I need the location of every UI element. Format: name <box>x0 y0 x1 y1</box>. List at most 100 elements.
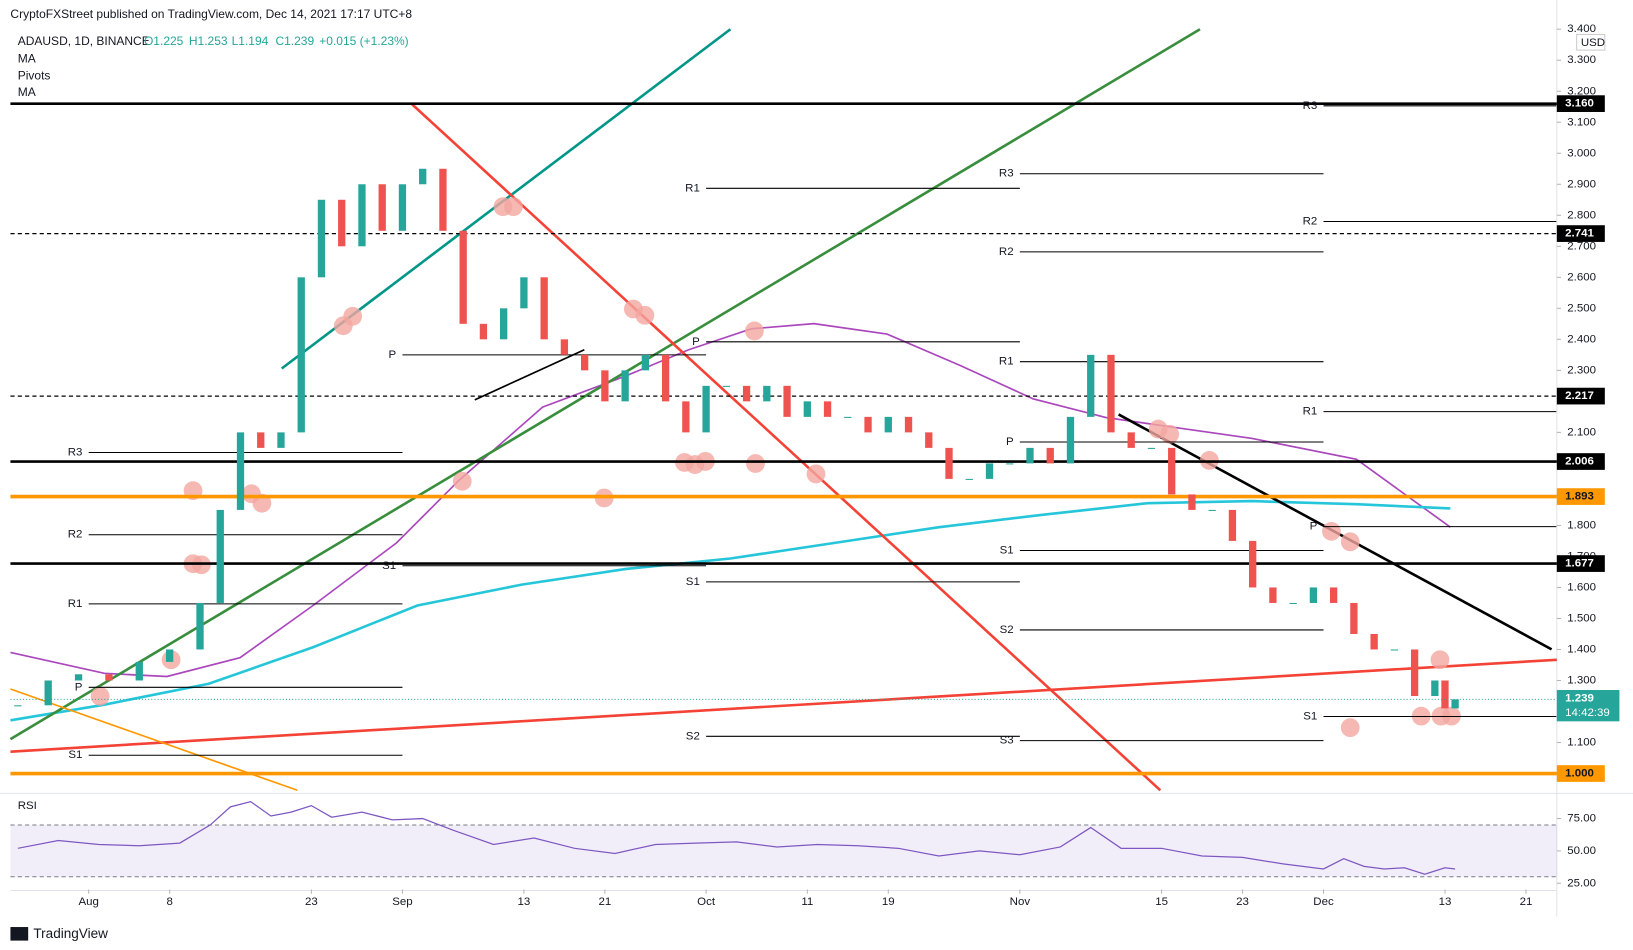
trend-line <box>10 658 1557 753</box>
candle <box>1066 416 1075 464</box>
candle <box>216 509 224 603</box>
price-tag-label: 1.677 <box>1565 558 1594 570</box>
y-tick-label: 2.300 <box>1567 364 1596 376</box>
price-tag <box>1556 488 1605 505</box>
price-tag <box>1556 555 1605 572</box>
pivot-label: R2 <box>68 529 83 541</box>
candle <box>965 478 973 480</box>
candle <box>1329 587 1338 603</box>
candle <box>1431 680 1439 696</box>
candle <box>945 447 953 479</box>
price-tag-label: 2.741 <box>1565 228 1594 240</box>
candle <box>904 416 913 433</box>
currency-box <box>1576 33 1606 51</box>
pivot-label: S1 <box>1303 710 1317 722</box>
pivot-label: S1 <box>382 560 396 572</box>
price-tag-label: 2.217 <box>1565 390 1594 402</box>
y-tick-label: 2.900 <box>1567 178 1596 190</box>
pivot-label: S1 <box>68 749 82 761</box>
y-tick-label: 3.000 <box>1567 147 1596 159</box>
candle <box>44 680 52 706</box>
y-tick-label: 1.400 <box>1567 644 1596 656</box>
pivot-label: P <box>1310 521 1318 533</box>
candle <box>1087 354 1095 417</box>
pivot-label: P <box>389 349 397 361</box>
x-tick-label: 19 <box>882 896 895 908</box>
y-tick-label: 3.400 <box>1567 23 1596 35</box>
candle <box>985 463 994 479</box>
candle <box>844 416 852 418</box>
ma-200 <box>10 499 1451 722</box>
candle <box>459 230 467 324</box>
footer-logo: TradingView <box>33 926 108 941</box>
pivot-label: R1 <box>685 182 700 194</box>
candle <box>783 385 791 417</box>
x-tick-label: 21 <box>1520 896 1533 908</box>
price-tag-label: 2.006 <box>1565 456 1594 468</box>
candle <box>1410 649 1419 696</box>
price-tag <box>1556 387 1605 405</box>
pivot-label: R3 <box>1303 100 1318 112</box>
candle <box>560 339 569 355</box>
pivot-label: R1 <box>68 598 83 610</box>
pivot-label: S2 <box>686 730 700 742</box>
candle <box>925 432 933 448</box>
candle <box>884 416 892 433</box>
pivot-label: R2 <box>999 246 1014 258</box>
candle <box>1127 432 1135 448</box>
y-tick-label: 1.100 <box>1567 737 1596 749</box>
x-tick-label: 13 <box>1439 896 1452 908</box>
candle <box>580 354 589 371</box>
candle <box>520 277 528 309</box>
candle <box>135 661 143 681</box>
candle <box>277 432 285 448</box>
price-tag <box>1556 453 1605 470</box>
rsi-tick-label: 75.00 <box>1567 813 1596 825</box>
trend-line <box>411 103 1162 792</box>
price-tag <box>1556 95 1605 112</box>
x-tick-label: 23 <box>305 896 318 908</box>
rsi-line <box>17 800 1456 875</box>
candle <box>196 602 204 650</box>
y-tick-label: 3.100 <box>1567 116 1596 128</box>
pivot-label: S1 <box>686 576 700 588</box>
candle <box>378 184 386 231</box>
candle <box>1168 447 1176 495</box>
candle <box>317 199 326 278</box>
candle <box>742 385 751 402</box>
pivot-label: P <box>75 681 83 693</box>
change: +0.015 (+1.23%) <box>319 34 408 48</box>
y-tick-label: 2.500 <box>1567 302 1596 314</box>
price-tag-label: 1.000 <box>1565 768 1594 780</box>
price-tag-label: 3.160 <box>1565 98 1594 110</box>
rsi-tick-label: 50.00 <box>1567 845 1596 857</box>
touch-markers <box>90 197 1461 738</box>
pivot-label: P <box>1006 436 1014 448</box>
candle <box>621 370 629 402</box>
rsi-tick-label: 25.00 <box>1567 877 1596 889</box>
symbol: ADAUSD, 1D, BINANCE <box>18 34 150 48</box>
candle <box>661 354 670 402</box>
candle <box>297 277 305 433</box>
pivot-label: S2 <box>1000 624 1014 636</box>
y-tick-label: 2.600 <box>1567 271 1596 283</box>
candle <box>682 401 690 433</box>
y-tick-label: 3.200 <box>1567 85 1596 97</box>
candle <box>1451 699 1459 709</box>
candle <box>823 401 832 417</box>
candle <box>257 432 265 448</box>
close: C1.239 <box>275 34 314 48</box>
publisher: CryptoFXStreet published on TradingView.… <box>10 7 412 21</box>
candle <box>398 184 407 231</box>
candle <box>439 168 447 231</box>
candle <box>419 168 427 185</box>
y-tick-label: 1.300 <box>1567 675 1596 687</box>
candle <box>1249 540 1257 588</box>
countdown: 14:42:39 <box>1565 707 1610 719</box>
y-tick-label: 2.100 <box>1567 426 1596 438</box>
candle <box>105 674 113 681</box>
candle <box>722 385 730 387</box>
candle <box>1188 494 1196 510</box>
candle <box>1046 447 1054 464</box>
